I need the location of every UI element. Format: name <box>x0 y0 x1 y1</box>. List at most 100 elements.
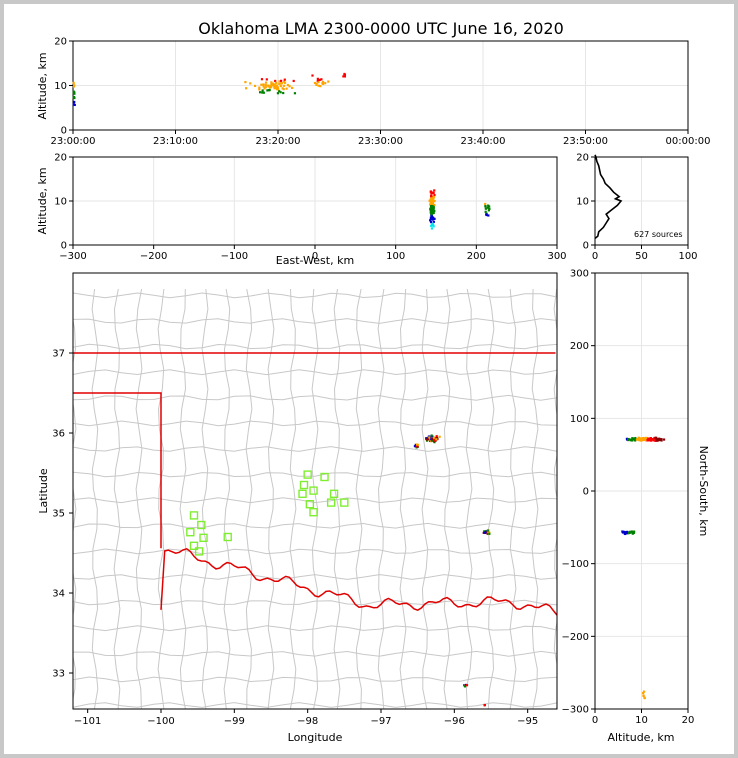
y-tick-label: 0 <box>583 487 589 498</box>
x-tick-label: −97 <box>370 716 391 727</box>
source-point <box>279 84 282 88</box>
source-point <box>488 205 491 208</box>
source-point <box>486 529 489 532</box>
county-line <box>355 288 363 709</box>
source-point <box>427 437 430 441</box>
source-point <box>275 84 278 87</box>
x-tick-label: −101 <box>74 716 101 727</box>
source-point <box>315 83 318 86</box>
source-point <box>637 437 640 440</box>
x-tick-label: 23:10:00 <box>153 136 198 147</box>
source-point <box>433 203 436 207</box>
source-point <box>327 80 330 83</box>
source-point <box>431 205 434 208</box>
source-point <box>275 81 278 85</box>
source-point <box>662 438 666 441</box>
source-point <box>262 91 265 94</box>
source-point <box>433 189 436 192</box>
source-point <box>253 84 257 88</box>
source-point <box>432 225 435 228</box>
source-point <box>276 92 280 95</box>
source-point <box>261 91 264 94</box>
source-point <box>653 436 656 440</box>
x-tick-label: 0 <box>592 715 598 726</box>
source-point <box>625 532 628 535</box>
y-tick-label: −100 <box>562 559 589 570</box>
th-ylabel: Altitude, km <box>36 52 49 119</box>
figure-background <box>4 4 734 754</box>
source-point <box>244 81 247 84</box>
county-line <box>377 288 385 709</box>
source-point <box>264 81 268 84</box>
state-border-red-river <box>160 547 557 616</box>
source-point <box>485 213 488 216</box>
county-line <box>553 288 557 709</box>
plan-xlabel: Longitude <box>288 731 343 744</box>
county-line <box>73 318 77 702</box>
lma-station-marker <box>197 520 206 530</box>
lma-station-marker <box>309 486 318 495</box>
source-point <box>430 216 433 219</box>
x-tick-label: 200 <box>467 251 486 262</box>
source-point <box>425 438 429 441</box>
lma-station-marker <box>329 489 339 498</box>
plan-view-map-panel: −101 −100 −99 −98 −97 −96 −95 33 34 35 36 37 <box>52 272 558 727</box>
source-point <box>646 439 649 442</box>
source-point <box>430 205 433 208</box>
ew-ylabel: Altitude, km <box>36 167 49 234</box>
altitude-histogram-panel: 0 50 100 0 10 20 <box>576 153 697 263</box>
x-tick-label: −200 <box>140 251 167 262</box>
source-point <box>413 445 417 448</box>
source-point <box>654 439 657 442</box>
source-point <box>438 435 441 438</box>
source-point <box>644 436 648 439</box>
source-point <box>430 209 433 213</box>
source-point <box>430 197 434 200</box>
source-point <box>281 87 284 90</box>
source-point <box>428 436 431 439</box>
y-tick-label: 300 <box>570 269 589 280</box>
county-line <box>157 288 165 709</box>
lma-station-marker <box>199 533 208 542</box>
x-tick-label: −99 <box>224 716 245 727</box>
county-line <box>73 343 557 350</box>
y-tick-label: 0 <box>61 126 67 137</box>
source-point <box>630 531 633 534</box>
source-point <box>653 438 656 441</box>
source-point <box>279 91 282 94</box>
source-point <box>282 91 285 95</box>
source-point <box>276 88 279 91</box>
y-tick-label: 34 <box>52 589 65 600</box>
county-line <box>73 625 557 632</box>
source-point <box>430 227 433 230</box>
county-line <box>245 288 253 709</box>
source-point <box>435 438 438 441</box>
source-point <box>270 85 273 88</box>
source-point <box>73 96 76 99</box>
lma-station-marker <box>223 532 232 542</box>
source-point <box>265 78 268 81</box>
source-point <box>634 436 637 440</box>
source-point <box>484 205 487 208</box>
source-point <box>317 79 320 82</box>
x-tick-label: 23:00:00 <box>51 136 96 147</box>
county-line <box>311 288 319 709</box>
county-line <box>179 288 187 709</box>
x-tick-label: 00:00:00 <box>666 136 711 147</box>
source-point <box>642 694 645 698</box>
source-point <box>73 100 76 104</box>
source-point <box>267 89 270 92</box>
source-point <box>72 81 75 84</box>
x-tick-label: 23:20:00 <box>256 136 301 147</box>
source-point <box>425 437 428 440</box>
source-point <box>430 439 434 442</box>
source-point <box>262 85 265 88</box>
source-point <box>266 89 269 92</box>
x-tick-label: 100 <box>386 251 405 262</box>
source-point <box>258 91 262 94</box>
lma-station-marker <box>194 547 204 556</box>
source-point <box>280 82 283 85</box>
county-line <box>399 288 407 709</box>
source-point <box>431 200 434 203</box>
lma-station-marker <box>189 541 199 550</box>
